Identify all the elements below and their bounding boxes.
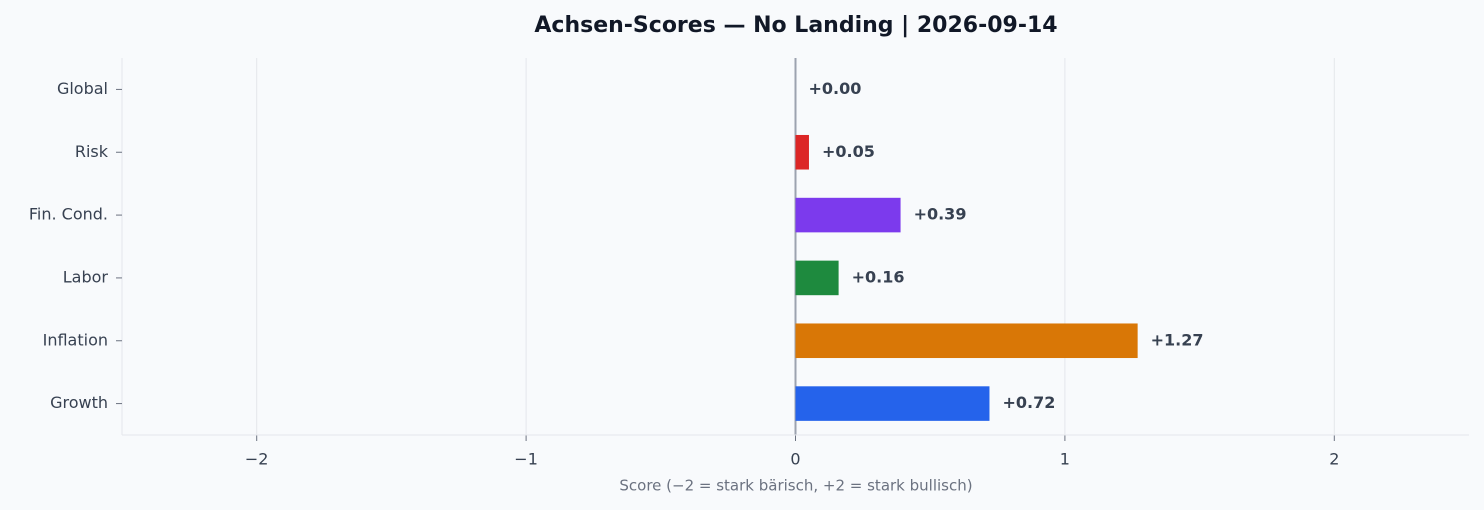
value-label: +0.00 [809,79,862,98]
x-tick-label: 1 [1060,450,1070,469]
value-label: +0.39 [914,205,967,224]
x-tick-label: 0 [790,450,800,469]
value-label: +0.72 [1002,393,1055,412]
value-label: +0.05 [822,142,875,161]
x-axis-label: Score (−2 = stark bärisch, +2 = stark bu… [619,477,972,495]
x-tick-label: −1 [514,450,538,469]
x-tick-label: −2 [245,450,269,469]
value-label: +0.16 [852,267,905,286]
bar [795,386,990,421]
bar [795,197,901,233]
bar [795,134,809,170]
bar [795,323,1138,359]
y-tick-label: Inflation [43,330,108,349]
x-tick-label: 2 [1329,450,1339,469]
value-label: +1.27 [1151,330,1204,349]
y-tick-label: Global [57,79,108,98]
chart-title: Achsen-Scores — No Landing | 2026-09-14 [534,13,1057,38]
y-tick-label: Risk [75,142,109,161]
y-tick-label: Growth [50,393,108,412]
bar [795,260,839,296]
y-tick-label: Labor [63,267,109,286]
y-tick-label: Fin. Cond. [29,205,108,224]
